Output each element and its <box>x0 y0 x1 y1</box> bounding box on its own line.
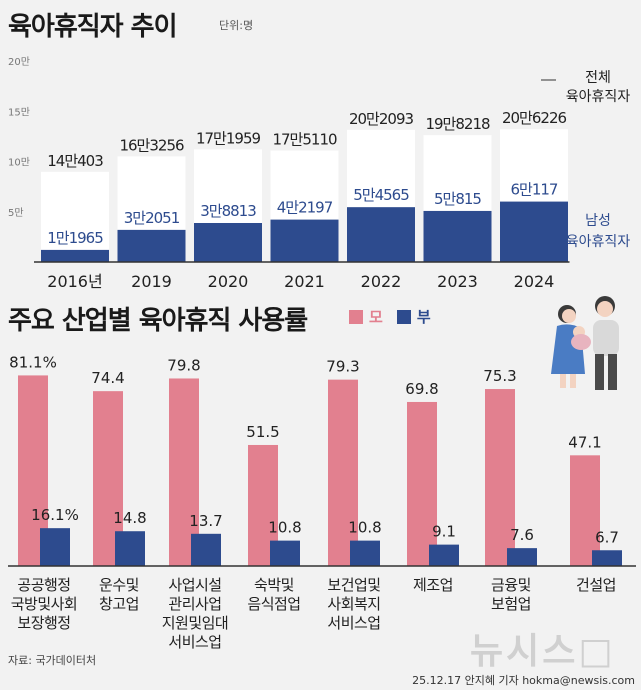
male-bar <box>347 207 415 262</box>
industry-label: 지원및임대 <box>162 614 229 632</box>
father-bar <box>115 531 145 566</box>
mother-bar <box>407 401 437 566</box>
father-bar <box>507 548 537 566</box>
total-value-label: 20만6226 <box>502 109 567 127</box>
legend-bu-label: 부 <box>416 308 431 326</box>
industry-label: 서비스업 <box>168 633 221 651</box>
father-value-label: 16.1% <box>31 506 79 524</box>
y-tick-label: 10만 <box>8 157 30 169</box>
year-label: 2016년 <box>47 272 102 291</box>
mother-value-label: 75.3 <box>483 367 516 385</box>
mother-value-label: 74.4 <box>91 369 124 387</box>
industry-label: 건설업 <box>576 576 616 594</box>
industry-label: 숙박및 <box>254 576 294 594</box>
total-value-label: 17만5110 <box>272 131 337 149</box>
total-legend-line2: 육아휴직자 <box>566 89 631 105</box>
industry-label: 보험업 <box>491 595 531 613</box>
male-value-label: 5만4565 <box>353 186 409 204</box>
y-tick-label: 15만 <box>8 106 30 118</box>
mother-value-label: 51.5 <box>246 423 279 441</box>
father-value-label: 9.1 <box>432 523 456 541</box>
chart2-legend: 모 부 <box>349 306 431 327</box>
chart2-title: 주요 산업별 육아휴직 사용률 <box>8 306 308 336</box>
total-legend-line1: 전체 <box>585 70 611 86</box>
industry-label: 사회복지 <box>327 595 380 613</box>
legend-mo-swatch <box>349 309 363 324</box>
year-label: 2023 <box>437 272 478 291</box>
male-bar <box>194 222 262 262</box>
industry-label: 창고업 <box>99 595 139 613</box>
father-bar <box>350 540 380 566</box>
father-value-label: 10.8 <box>268 519 301 537</box>
industry-label: 운수및 <box>99 576 139 594</box>
father-bar <box>592 550 622 566</box>
father-value-label: 7.6 <box>510 526 534 544</box>
male-legend-line1: 남성 <box>585 213 611 229</box>
mother-value-label: 47.1 <box>568 433 601 451</box>
male-value-label: 3만2051 <box>124 209 180 227</box>
father-bar <box>429 544 459 566</box>
industry-label: 공공행정 <box>17 576 70 594</box>
male-value-label: 1만1965 <box>47 229 103 247</box>
mother-bar <box>328 379 358 566</box>
mother-value-label: 79.3 <box>326 358 359 376</box>
industry-label: 음식점업 <box>247 595 300 613</box>
total-value-label: 19만8218 <box>425 115 490 133</box>
year-label: 2022 <box>361 272 402 291</box>
year-label: 2024 <box>514 272 555 291</box>
father-value-label: 13.7 <box>189 512 222 530</box>
total-value-label: 14만403 <box>47 152 103 170</box>
male-value-label: 5만815 <box>434 190 481 208</box>
industry-label: 금융및 <box>491 576 531 594</box>
chart1-svg: 5만 10만 15만 20만 14만403 1만1965 2016년 16만3256 3만205… <box>8 56 631 291</box>
year-label: 2021 <box>284 272 325 291</box>
total-bar <box>41 171 109 262</box>
father-bar <box>40 528 70 566</box>
legend-bu-swatch <box>396 309 411 324</box>
total-value-label: 16만3256 <box>119 136 184 154</box>
male-bar <box>500 201 568 262</box>
male-bar <box>423 210 492 262</box>
y-tick-label: 20만 <box>8 56 30 68</box>
mother-value-label: 69.8 <box>405 380 438 398</box>
parents-illustration <box>551 296 619 390</box>
industry-label: 보장행정 <box>17 614 70 632</box>
industry-label: 보건업및 <box>327 576 380 594</box>
father-value-label: 10.8 <box>348 519 381 537</box>
mother-bar <box>485 389 515 566</box>
source-note: 자료: 국가데이터처 <box>8 654 97 667</box>
y-tick-label: 5만 <box>8 207 24 219</box>
industry-label: 사업시설 <box>168 576 221 594</box>
mother-value-label: 79.8 <box>167 356 200 374</box>
male-legend-line2: 육아휴직자 <box>566 234 631 250</box>
male-value-label: 3만8813 <box>200 202 256 220</box>
year-label: 2019 <box>131 272 172 291</box>
male-bar <box>270 219 339 262</box>
father-bar <box>191 533 221 566</box>
chart1-title: 육아휴직자 추이 <box>8 12 177 42</box>
year-label: 2020 <box>208 272 249 291</box>
male-value-label: 6만117 <box>511 181 558 199</box>
chart1-unit: 단위:명 <box>219 19 254 32</box>
male-value-label: 4만2197 <box>277 199 333 217</box>
industry-label: 관리사업 <box>168 595 221 613</box>
total-value-label: 17만1959 <box>196 129 261 147</box>
industry-label: 서비스업 <box>327 614 380 632</box>
father-value-label: 14.8 <box>113 509 146 527</box>
credit-line: 25.12.17 안지혜 기자 hokma@newsis.com <box>412 674 635 687</box>
mother-value-label: 81.1% <box>9 353 57 371</box>
industry-label: 제조업 <box>413 576 453 594</box>
father-value-label: 6.7 <box>595 528 619 546</box>
male-bar <box>117 229 186 262</box>
mother-bar <box>570 455 600 566</box>
industry-label: 국방및사회 <box>11 595 78 613</box>
legend-mo-label: 모 <box>369 308 383 326</box>
watermark: 뉴시스□ <box>470 631 616 672</box>
father-bar <box>270 540 300 566</box>
male-bar <box>41 249 109 262</box>
total-value-label: 20만2093 <box>349 110 414 128</box>
